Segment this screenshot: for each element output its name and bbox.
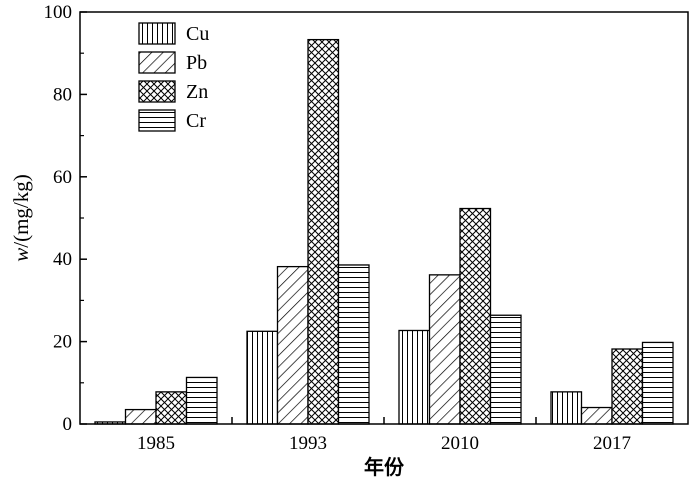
y-axis-title: w/(mg/kg) bbox=[9, 174, 33, 262]
y-tick-label: 80 bbox=[53, 84, 72, 105]
y-tick-label: 40 bbox=[53, 249, 72, 270]
y-tick-label: 0 bbox=[63, 414, 73, 435]
bar-cr-2017 bbox=[641, 341, 674, 425]
legend-swatch-cu bbox=[138, 22, 176, 45]
x-tick-label: 2017 bbox=[593, 433, 631, 454]
x-tick-label: 2010 bbox=[441, 433, 479, 454]
bar-pb-1985 bbox=[124, 408, 157, 425]
bar-pb-1993 bbox=[276, 265, 309, 425]
bar-zn-1993 bbox=[307, 38, 340, 425]
legend-label-pb: Pb bbox=[186, 52, 207, 74]
legend-label-zn: Zn bbox=[186, 81, 208, 103]
bar-cu-2010 bbox=[398, 329, 431, 425]
legend-swatch-pb bbox=[138, 51, 176, 74]
legend: Cu Pb Zn Cr bbox=[138, 22, 209, 132]
bar-cu-2017 bbox=[550, 391, 583, 425]
bar-zn-2017 bbox=[611, 348, 644, 425]
legend-label-cu: Cu bbox=[186, 23, 209, 45]
bar-cu-1993 bbox=[246, 330, 279, 425]
x-tick-label: 1985 bbox=[137, 433, 175, 454]
legend-swatch-zn bbox=[138, 80, 176, 103]
y-tick-label: 100 bbox=[44, 2, 73, 23]
bar-cr-1993 bbox=[337, 264, 370, 425]
y-tick-label: 20 bbox=[53, 332, 72, 353]
y-axis-title-units: /(mg/kg) bbox=[9, 174, 33, 248]
legend-swatch-cr bbox=[138, 109, 176, 132]
bar-cr-1985 bbox=[185, 376, 218, 425]
bars bbox=[94, 38, 674, 425]
axis-ticks bbox=[80, 11, 537, 425]
bar-zn-1985 bbox=[155, 391, 188, 425]
legend-label-cr: Cr bbox=[186, 110, 206, 132]
plot-frame bbox=[79, 11, 689, 425]
bar-pb-2010 bbox=[428, 274, 461, 425]
y-tick-label: 60 bbox=[53, 167, 72, 188]
x-tick-labels: 1985 1993 2010 2017 bbox=[137, 433, 631, 454]
bar-cr-2010 bbox=[489, 314, 522, 425]
bar-zn-2010 bbox=[459, 207, 492, 425]
y-tick-labels: 0 20 40 60 80 100 bbox=[44, 2, 73, 435]
bar-pb-2017 bbox=[580, 406, 613, 425]
x-tick-label: 1993 bbox=[289, 433, 327, 454]
x-axis-title: 年份 bbox=[364, 455, 405, 479]
y-axis-title-italic: w bbox=[9, 248, 33, 262]
